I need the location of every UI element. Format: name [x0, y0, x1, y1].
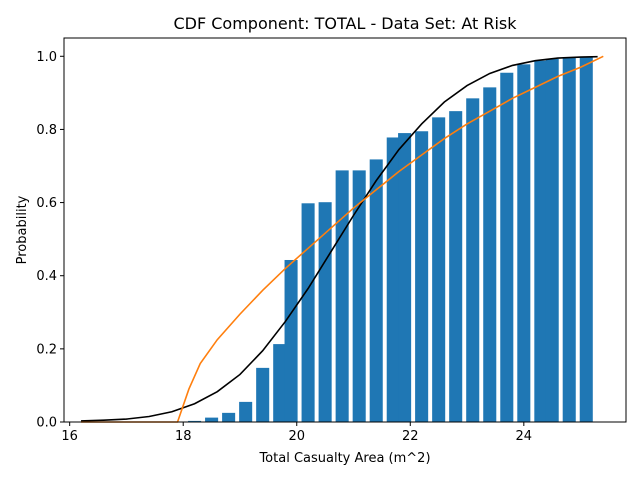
bar — [415, 131, 429, 422]
bar — [352, 170, 366, 422]
x-tick-label: 18 — [175, 429, 192, 444]
bar — [273, 344, 287, 422]
bar — [562, 57, 576, 422]
bar — [318, 202, 332, 422]
bar — [284, 259, 298, 422]
bar — [517, 64, 531, 423]
lines-group — [81, 55, 604, 423]
x-axis-ticks: 16 18 20 22 24 — [61, 422, 532, 444]
bar — [483, 87, 497, 422]
bar — [500, 72, 514, 422]
bar — [398, 133, 412, 423]
y-tick-label: 1.0 — [36, 50, 57, 65]
x-tick-label: 16 — [61, 429, 78, 444]
cdf-line-orange — [81, 55, 604, 423]
bar — [301, 203, 315, 422]
x-axis-label: Total Casualty Area (m^2) — [258, 451, 430, 466]
bar — [534, 60, 548, 422]
y-tick-label: 0.4 — [36, 269, 57, 284]
y-tick-label: 0.0 — [36, 416, 57, 431]
bar — [205, 417, 219, 422]
bar — [579, 56, 593, 422]
y-tick-label: 0.6 — [36, 196, 57, 211]
y-tick-label: 0.8 — [36, 123, 57, 138]
bar — [432, 117, 446, 423]
bar — [369, 159, 383, 422]
y-axis-label: Probability — [15, 195, 30, 264]
bar — [256, 367, 270, 422]
x-tick-label: 20 — [288, 429, 305, 444]
plot-frame — [63, 37, 627, 423]
bar — [222, 412, 236, 422]
bar — [335, 170, 349, 422]
bars-group — [188, 56, 593, 423]
bar — [239, 401, 253, 422]
bar — [449, 111, 463, 423]
chart-title: CDF Component: TOTAL - Data Set: At Risk — [173, 14, 517, 33]
x-tick-label: 22 — [402, 429, 419, 444]
cdf-line-black — [81, 55, 598, 422]
bar — [545, 58, 559, 423]
y-axis-ticks: 0.0 0.2 0.4 0.6 0.8 1.0 — [36, 50, 64, 431]
x-tick-label: 24 — [516, 429, 533, 444]
bar — [386, 137, 400, 422]
bar — [188, 420, 202, 422]
bar — [466, 98, 480, 422]
y-tick-label: 0.2 — [36, 342, 57, 357]
